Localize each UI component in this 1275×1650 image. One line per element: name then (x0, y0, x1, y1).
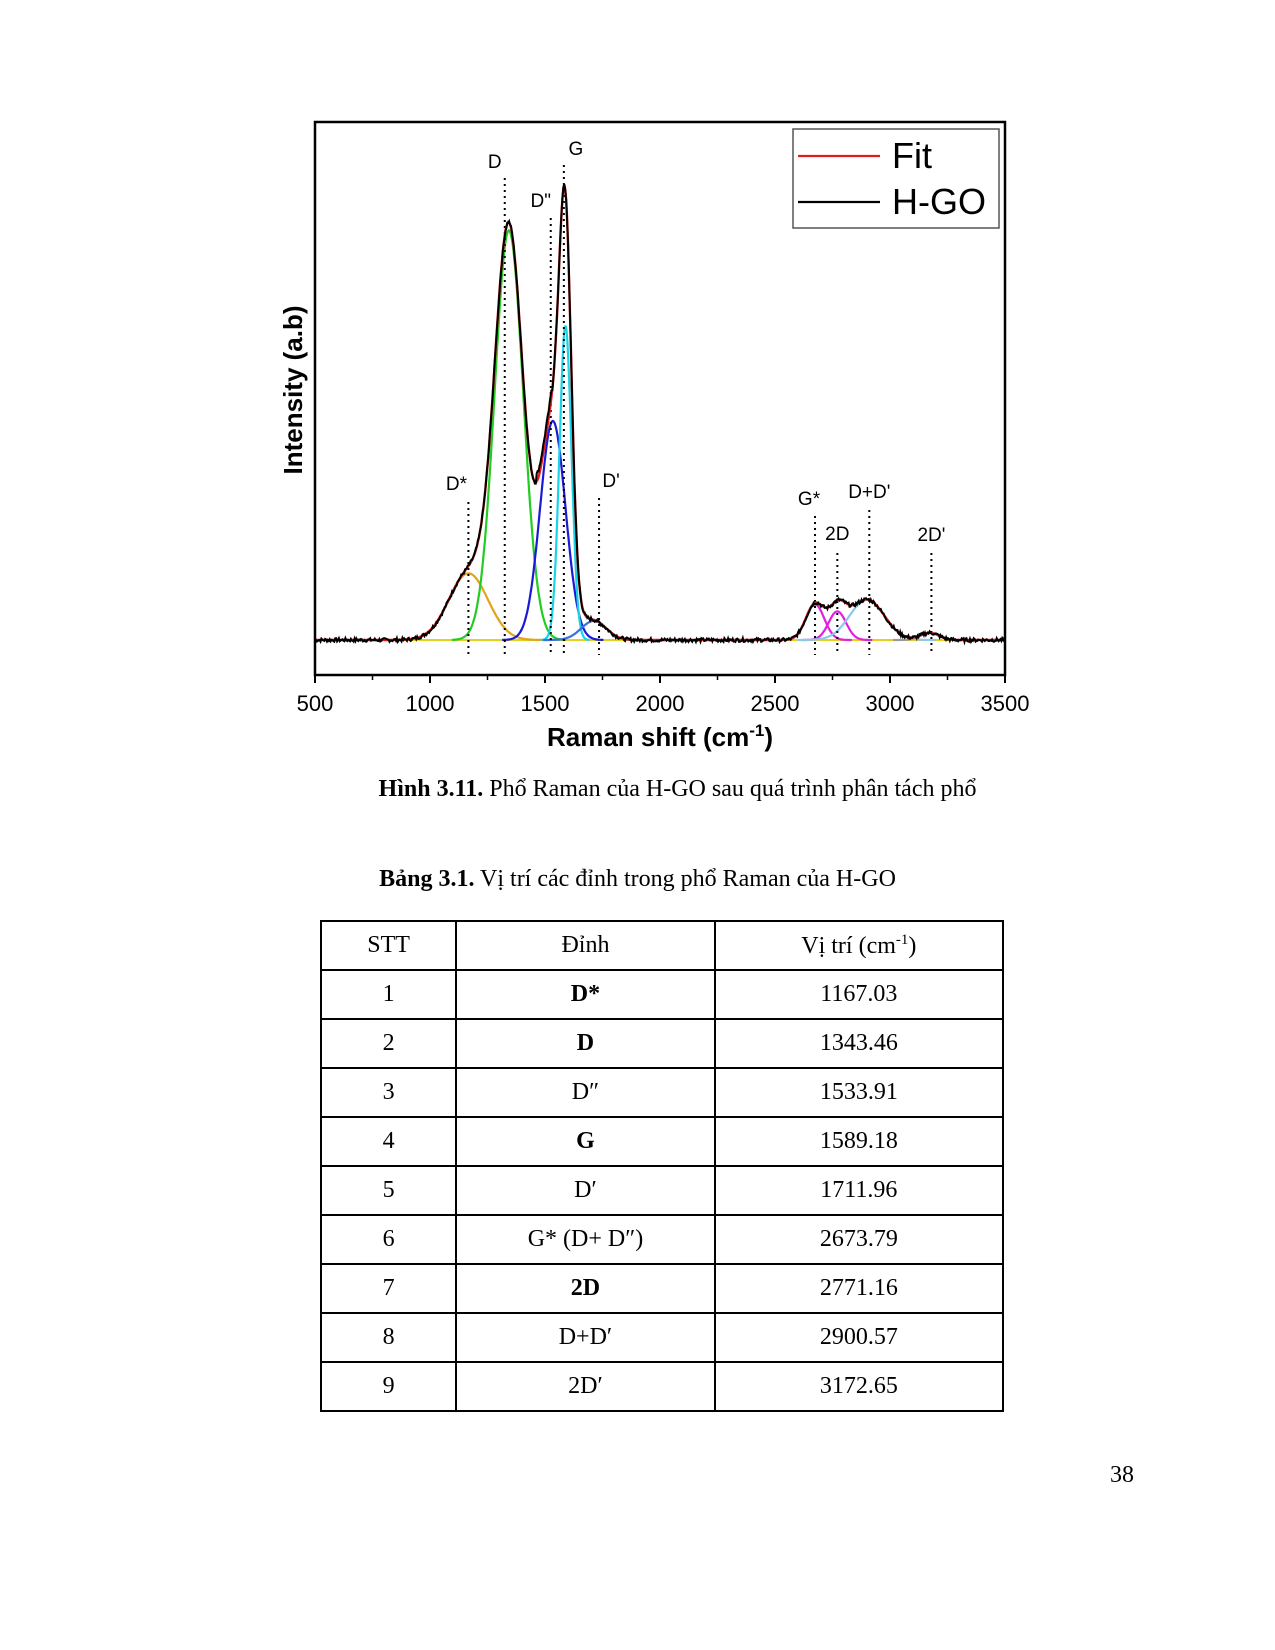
table-caption-text: Vị trí các đỉnh trong phổ Raman của H-GO (474, 866, 896, 892)
stt-cell: 9 (319, 1361, 458, 1412)
peak-cell: G (455, 1116, 716, 1167)
peak-cell: D′ (455, 1165, 716, 1216)
peak-marker-label: D+D' (848, 482, 890, 503)
stt-cell: 8 (319, 1312, 458, 1363)
position-cell: 1589.18 (713, 1116, 1005, 1167)
position-cell: 1343.46 (713, 1018, 1005, 1069)
component-peak-Dxx (502, 419, 604, 642)
position-cell: 2771.16 (713, 1263, 1005, 1314)
x-tick-label: 2500 (751, 691, 800, 716)
x-axis-label: Raman shift (cm-1) (547, 721, 773, 752)
legend-entry: Fit (892, 135, 932, 176)
component-peak-G (541, 325, 590, 641)
peak-cell: G* (D+ D″) (455, 1214, 716, 1265)
position-cell: 1711.96 (713, 1165, 1005, 1216)
x-tick-label: 2000 (636, 691, 685, 716)
header-stt: STT (319, 920, 458, 971)
peak-cell: 2D (455, 1263, 716, 1314)
table-row: 4 G 1589.18 (319, 1116, 1005, 1167)
peak-marker-label: G* (798, 489, 821, 510)
peak-marker-label: 2D (825, 524, 849, 545)
peak-cell: D* (455, 969, 716, 1020)
stt-cell: 1 (319, 969, 458, 1020)
table-row: 2 D 1343.46 (319, 1018, 1005, 1069)
table-caption-label: Bảng 3.1. (379, 866, 475, 892)
page-number: 38 (1110, 1462, 1134, 1488)
table-row: 7 2D 2771.16 (319, 1263, 1005, 1314)
stt-cell: 2 (319, 1018, 458, 1069)
x-tick-label: 3500 (981, 691, 1030, 716)
legend-box (792, 128, 1000, 229)
position-cell: 1533.91 (713, 1067, 1005, 1118)
stt-cell: 3 (319, 1067, 458, 1118)
component-peak-Dx (543, 619, 645, 642)
peak-marker-label: D* (446, 474, 468, 495)
component-peak-Gx (778, 603, 852, 642)
h-go-data-curve (314, 183, 1006, 646)
raman-spectrum-chart: D* D D" G D' G*2D D+D' 2D' 500 1000 1500 2000 2500 3… (278, 120, 1030, 752)
figure-caption-text: Phổ Raman của H-GO sau quá trình phân tá… (483, 776, 977, 802)
x-tick-label: 500 (297, 691, 334, 716)
table-row: 8 D+D′ 2900.57 (319, 1312, 1005, 1363)
peak-cell: 2D′ (455, 1361, 716, 1412)
position-cell: 3172.65 (713, 1361, 1005, 1412)
y-axis-label: Intensity (a.b) (278, 305, 308, 474)
position-cell: 2673.79 (713, 1214, 1005, 1265)
table-row: 1 D* 1167.03 (319, 969, 1005, 1020)
stt-cell: 7 (319, 1263, 458, 1314)
figure-caption-label: Hình 3.11. (378, 776, 484, 802)
position-cell: 2900.57 (713, 1312, 1005, 1363)
peak-cell: D+D′ (455, 1312, 716, 1363)
header-position: Vị trí (cm-1) (713, 920, 1005, 971)
fit-curve (315, 184, 1005, 642)
table-row: 5 D′ 1711.96 (319, 1165, 1005, 1216)
stt-cell: 6 (319, 1214, 458, 1265)
position-cell: 1167.03 (713, 969, 1005, 1020)
peak-marker-label: D (488, 152, 502, 173)
peak-position-table: STT Đỉnh Vị trí (cm-1) 1 D* 1167.03 2 D 1343.… (319, 920, 1005, 1412)
peak-marker-label: D' (602, 471, 619, 492)
table-row: 9 2D′ 3172.65 (319, 1361, 1005, 1412)
table-row: 6 G* (D+ D″) 2673.79 (319, 1214, 1005, 1265)
table-header-row: STT Đỉnh Vị trí (cm-1) (319, 920, 1005, 971)
stt-cell: 5 (319, 1165, 458, 1216)
stt-cell: 4 (319, 1116, 458, 1167)
component-peak-D (451, 228, 567, 641)
figure-caption: Hình 3.11. Phổ Raman của H-GO sau quá tr… (40, 776, 1275, 803)
header-peak: Đỉnh (455, 920, 716, 971)
x-tick-label: 1000 (406, 691, 455, 716)
x-tick-label: 3000 (866, 691, 915, 716)
peak-marker-label: G (568, 139, 583, 160)
legend-entry: H-GO (892, 181, 986, 222)
peak-marker-label: D" (531, 191, 551, 212)
peak-cell: D (455, 1018, 716, 1069)
peak-cell: D″ (455, 1067, 716, 1118)
x-tick-label: 1500 (521, 691, 570, 716)
table-caption: Bảng 3.1. Vị trí các đỉnh trong phổ Rama… (0, 866, 1275, 893)
peak-marker-label: 2D' (917, 525, 945, 546)
table-row: 3 D″ 1533.91 (319, 1067, 1005, 1118)
